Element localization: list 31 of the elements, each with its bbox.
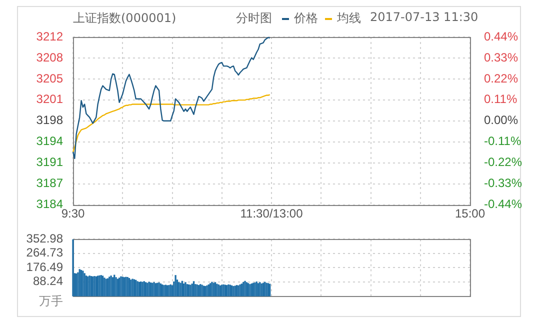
y-tick-label: 3198 (36, 113, 64, 128)
y-axis-title: 万手 (39, 294, 63, 308)
y-tick-label: 3205 (36, 71, 64, 86)
y-tick-label: 264.73 (26, 246, 64, 260)
y2-tick-label: -0.11% (484, 134, 522, 148)
y-tick-label: 3208 (36, 50, 64, 64)
y-tick-label: 352.98 (26, 232, 64, 246)
y2-tick-label: -0.33% (484, 176, 522, 190)
y-tick-label: 176.49 (26, 260, 64, 274)
text: 2017-07-13 11:30 (370, 10, 478, 24)
x-tick-label: 11:30/13:00 (240, 206, 304, 220)
chart-title: 上证指数(000001) (73, 10, 176, 27)
y-tick-label: 3187 (36, 176, 64, 190)
y-tick-label: 88.24 (32, 274, 64, 288)
x-tick-label: 9:30 (61, 206, 85, 220)
legend-label: 均线 (337, 10, 361, 27)
legend-label: 价格 (294, 10, 318, 27)
y2-tick-label: 0.33% (484, 50, 518, 64)
y2-tick-label: 0.22% (484, 71, 518, 86)
y-tick-label: 3212 (36, 29, 64, 44)
chart-subtitle: 分时图 (236, 10, 272, 27)
x-tick-label: 15:00 (454, 206, 486, 220)
y2-tick-label: 0.00% (484, 113, 518, 128)
y2-tick-label: -0.22% (484, 155, 522, 170)
y2-tick-label: 0.44% (484, 29, 518, 44)
y-tick-label: 3194 (36, 134, 64, 148)
y2-tick-label: -0.44% (484, 197, 522, 212)
y-tick-label: 3201 (36, 92, 64, 106)
y-tick-label: 3184 (36, 197, 64, 212)
y2-tick-label: 0.11% (484, 92, 518, 106)
y-tick-label: 3191 (36, 155, 64, 170)
